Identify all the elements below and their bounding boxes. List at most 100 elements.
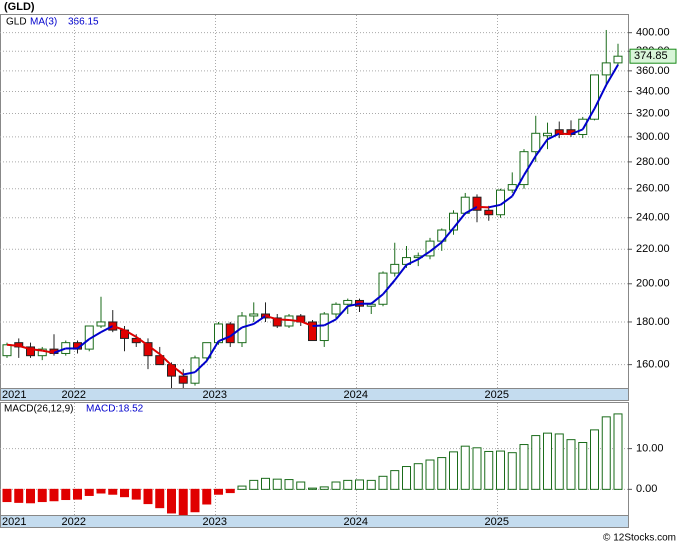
y-tick-label: 0.00 (636, 483, 657, 495)
ma-line (100, 325, 114, 334)
ma-line (347, 302, 360, 308)
macd-bar (178, 488, 188, 516)
date-strip (0, 388, 629, 401)
macd-bar (425, 459, 435, 490)
ma-line (123, 329, 137, 338)
ma-line (147, 344, 161, 355)
candle-body (190, 357, 200, 384)
macd-bar (49, 488, 59, 502)
candle-body (543, 132, 552, 137)
candle-body (331, 303, 341, 315)
ma-line (382, 279, 396, 295)
legend-ma-value: 366.15 (68, 17, 99, 28)
ma-line (312, 324, 325, 327)
macd-bar (14, 488, 24, 503)
ma-line (265, 315, 278, 321)
legend-ticker: GLD (6, 17, 27, 28)
x-tick-label: 2021 (2, 389, 26, 401)
ma-line (406, 258, 419, 266)
macd-bar (2, 488, 12, 503)
macd-bar (272, 478, 282, 490)
date-strip (0, 515, 629, 528)
ma-line (159, 353, 173, 367)
x-tick-label: 2022 (62, 516, 86, 528)
y-tick-label: 360.00 (636, 65, 670, 77)
ma-line (53, 347, 67, 354)
candle-body (249, 313, 259, 317)
macd-bar (590, 429, 599, 490)
ma-line (76, 338, 90, 350)
candle-body (26, 346, 35, 357)
ma-line (370, 293, 384, 305)
ma-line (429, 241, 443, 253)
macd-bar (167, 488, 176, 514)
ma-line (593, 84, 608, 110)
legend-ma: MA(3) (30, 17, 57, 28)
macd-bar (214, 488, 223, 495)
macd-bar (296, 481, 306, 490)
macd-bar (413, 463, 423, 490)
y-tick-label: 400.00 (636, 27, 670, 39)
macd-bar (449, 451, 458, 490)
y-tick-label: 300.00 (636, 131, 670, 143)
ma-line (30, 348, 43, 352)
candle-body (202, 342, 212, 359)
candle-body (2, 344, 12, 357)
x-tick-label: 2023 (203, 516, 227, 528)
macd-bar (155, 488, 165, 509)
y-tick-label: 160.00 (636, 359, 670, 371)
ma-line (112, 325, 125, 332)
candle-body (390, 263, 400, 274)
ma-line (18, 344, 31, 351)
macd-bar (402, 466, 411, 490)
x-tick-label: 2021 (2, 516, 26, 528)
x-tick-label: 2024 (344, 516, 368, 528)
candle-body (484, 209, 494, 216)
y-tick-label: 180.00 (636, 316, 670, 328)
candle-body (37, 348, 47, 357)
macd-bar (249, 479, 259, 490)
ma-line (570, 128, 584, 136)
ma-line (205, 340, 220, 362)
macd-bar (261, 477, 270, 490)
candle-body (472, 196, 482, 211)
macd-bar (143, 488, 153, 505)
x-tick-label: 2024 (344, 389, 368, 401)
candle-body (590, 74, 599, 120)
macd-bar (519, 444, 529, 490)
ma-line (488, 203, 501, 209)
ma-line (277, 318, 290, 321)
ma-line (323, 318, 337, 327)
ma-line (452, 212, 467, 229)
macd-bar (496, 450, 505, 490)
ma-line (547, 132, 560, 141)
ma-line (229, 326, 243, 338)
ma-line (534, 138, 549, 157)
macd-bar (37, 488, 47, 503)
macd-bar (131, 488, 141, 500)
macd-bar (460, 445, 470, 490)
candle-body (96, 321, 106, 327)
macd-bar (484, 450, 494, 490)
candle-body (343, 299, 353, 305)
macd-bar (343, 479, 353, 490)
macd-bar (225, 488, 235, 494)
ma-line (464, 205, 478, 215)
ma-line (218, 335, 231, 343)
candle-body (578, 118, 588, 135)
y-tick-label: 10.00 (636, 443, 664, 455)
macd-bar (543, 432, 552, 490)
macd-bar (378, 475, 388, 490)
macd-bar (26, 488, 35, 504)
ma-line (511, 174, 525, 197)
macd-bar (120, 488, 129, 498)
macd-bar (566, 439, 576, 490)
ma-line (194, 360, 208, 373)
macd-bar (73, 488, 82, 500)
y-tick-label: 340.00 (636, 85, 670, 97)
macd-bar (554, 433, 564, 490)
ma-line (241, 323, 255, 329)
footer: © 12Stocks.com (603, 533, 676, 544)
price-tag-label: 374.85 (634, 50, 668, 62)
